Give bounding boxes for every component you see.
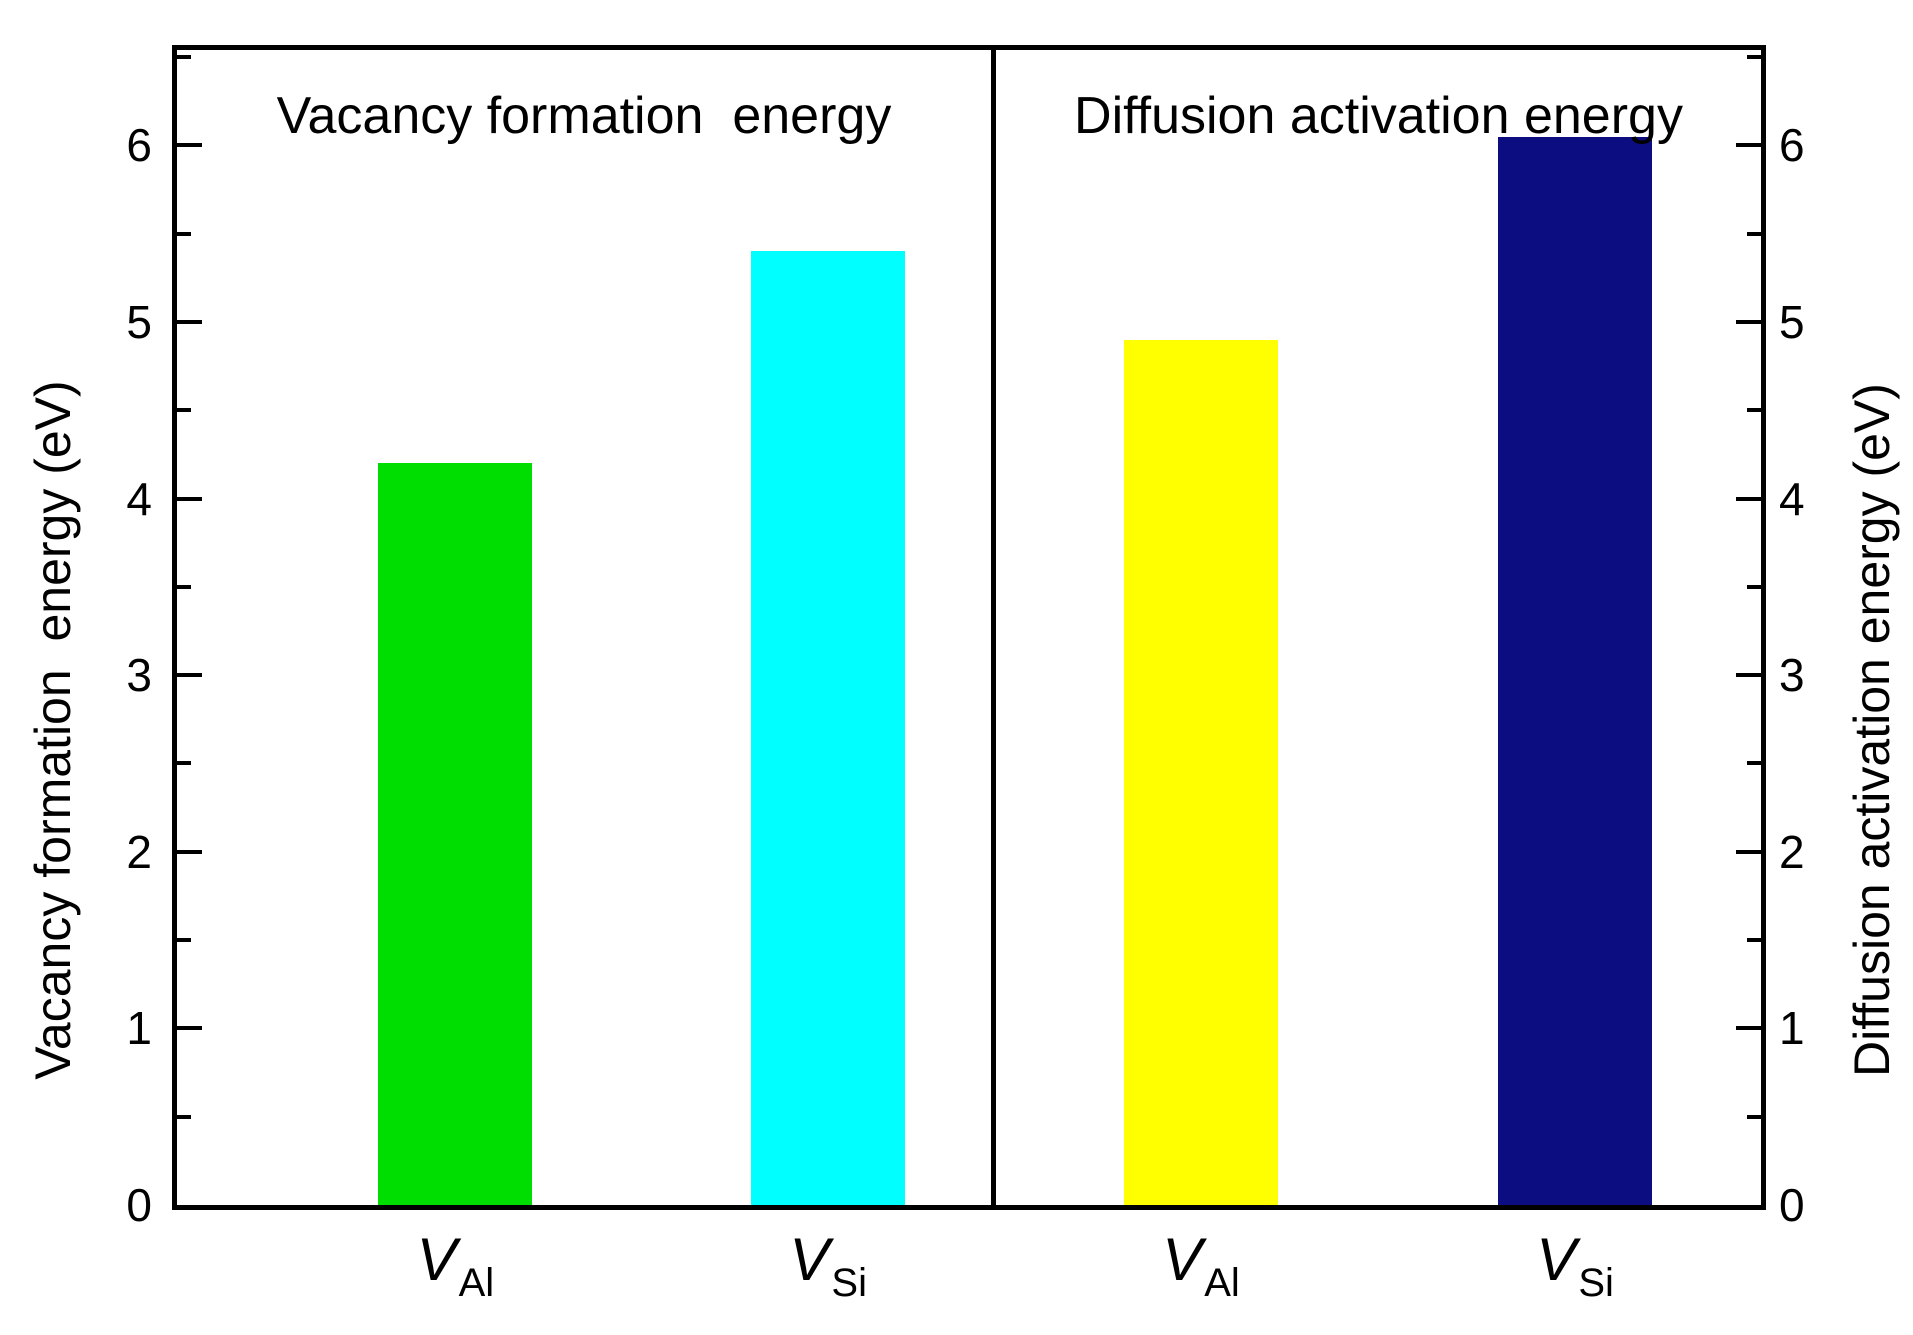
y-tick-label-left-6: 6 xyxy=(126,119,152,172)
y-tick-label-right-4: 4 xyxy=(1779,472,1805,525)
y-tick-label-left-4: 4 xyxy=(126,472,152,525)
y-major-tick-1-left xyxy=(177,1026,202,1031)
x-label-subscript: Al xyxy=(458,1261,495,1305)
y-minor-tick-3.5-right xyxy=(1747,584,1761,589)
x-label-symbol: V xyxy=(1162,1226,1203,1293)
y-major-tick-6-left xyxy=(177,143,202,148)
y-minor-tick-6.5-left xyxy=(177,55,191,60)
y-tick-label-left-2: 2 xyxy=(126,825,152,878)
y-major-tick-5-left xyxy=(177,319,202,324)
y-major-tick-5-right xyxy=(1736,319,1761,324)
y-minor-tick-4.5-left xyxy=(177,408,191,413)
y-major-tick-6-right xyxy=(1736,143,1761,148)
x-label-subscript: Si xyxy=(1578,1261,1614,1305)
y-tick-label-left-3: 3 xyxy=(126,649,152,702)
x-category-label-p1-1: VSi xyxy=(1475,1226,1675,1306)
y-minor-tick-0.5-right xyxy=(1747,1114,1761,1119)
y-minor-tick-4.5-right xyxy=(1747,408,1761,413)
y-tick-label-left-5: 5 xyxy=(126,295,152,348)
y-minor-tick-6.5-right xyxy=(1747,55,1761,60)
left-y-axis-label: Vacancy formation energy (eV) xyxy=(25,380,81,1080)
y-minor-tick-2.5-left xyxy=(177,761,191,766)
y-major-tick-4-right xyxy=(1736,496,1761,501)
x-label-symbol: V xyxy=(789,1226,830,1293)
x-label-symbol: V xyxy=(416,1226,457,1293)
y-minor-tick-0.5-left xyxy=(177,1114,191,1119)
y-minor-tick-5.5-right xyxy=(1747,231,1761,236)
x-category-label-p0-0: VAl xyxy=(355,1226,555,1306)
bar-p0-v-al xyxy=(378,463,533,1205)
y-major-tick-4-left xyxy=(177,496,202,501)
y-tick-label-right-3: 3 xyxy=(1779,649,1805,702)
y-tick-label-right-6: 6 xyxy=(1779,119,1805,172)
y-minor-tick-1.5-left xyxy=(177,938,191,943)
panel-divider xyxy=(991,45,996,1210)
y-major-tick-3-right xyxy=(1736,673,1761,678)
y-minor-tick-3.5-left xyxy=(177,584,191,589)
x-label-subscript: Si xyxy=(831,1261,867,1305)
y-minor-tick-5.5-left xyxy=(177,231,191,236)
x-label-symbol: V xyxy=(1536,1226,1577,1293)
x-category-label-p1-0: VAl xyxy=(1101,1226,1301,1306)
x-label-subscript: Al xyxy=(1204,1261,1240,1305)
y-minor-tick-1.5-right xyxy=(1747,938,1761,943)
right-y-axis-label: Diffusion activation energy (eV) xyxy=(1844,383,1900,1077)
y-major-tick-1-right xyxy=(1736,1026,1761,1031)
y-major-tick-3-left xyxy=(177,673,202,678)
left-panel-title: Vacancy formation energy xyxy=(276,87,892,145)
y-tick-label-left-1: 1 xyxy=(126,1002,152,1055)
right-panel-title: Diffusion activation energy xyxy=(1074,87,1683,145)
y-tick-label-right-2: 2 xyxy=(1779,825,1805,878)
bar-p0-v-si xyxy=(751,251,906,1205)
y-minor-tick-2.5-right xyxy=(1747,761,1761,766)
y-tick-label-right-0: 0 xyxy=(1779,1179,1805,1231)
y-tick-label-right-5: 5 xyxy=(1779,295,1805,348)
x-category-label-p0-1: VSi xyxy=(728,1226,928,1306)
bar-p1-v-al xyxy=(1124,339,1279,1205)
bar-p1-v-si xyxy=(1498,136,1653,1205)
y-tick-label-right-1: 1 xyxy=(1779,1002,1805,1055)
y-tick-label-left-0: 0 xyxy=(126,1179,152,1231)
y-major-tick-2-right xyxy=(1736,849,1761,854)
y-major-tick-2-left xyxy=(177,849,202,854)
